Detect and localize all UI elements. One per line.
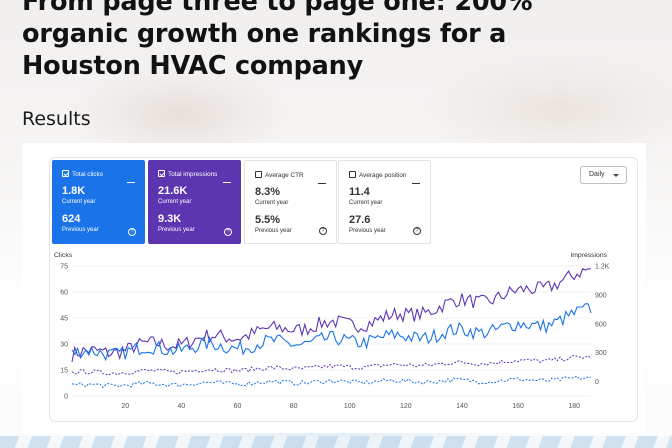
granularity-dropdown[interactable]: Daily — [580, 166, 627, 184]
x-axis-tick: 80 — [290, 403, 298, 410]
metric-total-impressions[interactable]: Total impressions 21.6K Current year 9.3… — [148, 160, 241, 244]
checkbox-unchecked-icon[interactable] — [255, 171, 262, 178]
right-axis-tick: 300 — [595, 350, 607, 357]
left-axis-tick: 15 — [60, 368, 68, 375]
headline-line-1: From page three to page one: 200% — [22, 0, 533, 17]
dash-icon — [223, 182, 231, 183]
chart-grid — [72, 265, 591, 397]
left-axis-tick: 30 — [60, 342, 68, 349]
help-icon[interactable]: ? — [128, 228, 136, 236]
metric-previous-value: 27.6 — [349, 214, 371, 226]
chart-labels: 75 60 45 30 15 0 1.2K 900 600 300 0 20 40 60 80 100 120 1… — [54, 252, 610, 410]
x-axis-tick: 140 — [456, 403, 468, 410]
series-line — [71, 303, 592, 362]
checkbox-checked-icon[interactable] — [158, 170, 165, 177]
headline-line-2: organic growth one rankings for a — [22, 19, 507, 49]
metric-current-label: Current year — [158, 199, 192, 205]
x-axis-tick: 20 — [121, 403, 129, 410]
help-icon[interactable]: ? — [319, 227, 327, 235]
dash-icon — [127, 182, 135, 183]
chart-series — [71, 268, 592, 389]
metric-average-ctr[interactable]: Average CTR 8.3% Current year 5.5% Previ… — [244, 160, 337, 244]
help-icon[interactable]: ? — [224, 228, 232, 236]
left-axis-tick: 60 — [60, 290, 68, 297]
metric-previous-value: 624 — [62, 213, 81, 225]
performance-panel: Total clicks 1.8K Current year 624 Previ… — [49, 157, 638, 422]
right-axis-tick: 900 — [595, 292, 607, 299]
series-line — [71, 268, 592, 363]
caret-down-icon — [613, 174, 619, 177]
x-axis-tick: 100 — [344, 403, 356, 410]
metric-current-value: 21.6K — [158, 185, 188, 197]
metric-average-position[interactable]: Average position 11.4 Current year 27.6 … — [338, 160, 431, 244]
metric-current-value: 11.4 — [349, 186, 370, 198]
dash-icon — [318, 183, 326, 184]
performance-chart: 75 60 45 30 15 0 1.2K 900 600 300 0 20 40 60 80 100 120 1… — [54, 252, 610, 410]
metric-label: Average CTR — [265, 172, 304, 179]
metric-previous-label: Previous year — [349, 228, 386, 234]
metric-current-value: 8.3% — [255, 186, 281, 198]
metric-label: Average position — [359, 172, 407, 179]
x-axis-tick: 120 — [400, 403, 412, 410]
x-axis-tick: 40 — [178, 403, 186, 410]
search-console-card: Total clicks 1.8K Current year 624 Previ… — [22, 143, 646, 433]
metric-label: Total impressions — [168, 171, 218, 178]
metric-current-label: Current year — [349, 200, 383, 206]
checkbox-checked-icon[interactable] — [62, 170, 69, 177]
series-line — [71, 355, 592, 376]
checkbox-unchecked-icon[interactable] — [349, 171, 356, 178]
page-headline: From page three to page one: 200% organi… — [22, 0, 662, 82]
headline-line-3: Houston HVAC company — [22, 51, 364, 81]
metric-previous-label: Previous year — [62, 227, 99, 233]
results-heading: Results — [22, 108, 91, 130]
right-axis-tick: 1.2K — [595, 264, 610, 271]
metric-previous-value: 5.5% — [255, 214, 281, 226]
dash-icon — [412, 183, 420, 184]
right-axis-tick: 600 — [595, 321, 607, 328]
metric-current-label: Current year — [62, 199, 96, 205]
metric-previous-value: 9.3K — [158, 213, 182, 225]
right-axis-title: Impressions — [570, 252, 607, 259]
decorative-stripe — [0, 436, 672, 448]
metric-previous-label: Previous year — [158, 227, 195, 233]
metric-current-label: Current year — [255, 200, 289, 206]
right-axis-tick: 0 — [595, 379, 599, 386]
left-axis-tick: 45 — [60, 316, 68, 323]
left-axis-tick: 75 — [60, 264, 68, 271]
dropdown-value: Daily — [589, 171, 605, 178]
metric-total-clicks[interactable]: Total clicks 1.8K Current year 624 Previ… — [52, 160, 145, 244]
left-axis-title: Clicks — [54, 252, 73, 259]
series-line — [71, 375, 592, 389]
metric-label: Total clicks — [72, 171, 103, 178]
x-axis-tick: 60 — [234, 403, 242, 410]
metric-previous-label: Previous year — [255, 228, 292, 234]
x-axis-tick: 160 — [512, 403, 524, 410]
x-axis-tick: 180 — [568, 403, 580, 410]
help-icon[interactable]: ? — [413, 227, 421, 235]
metric-current-value: 1.8K — [62, 185, 86, 197]
left-axis-tick: 0 — [64, 394, 68, 401]
